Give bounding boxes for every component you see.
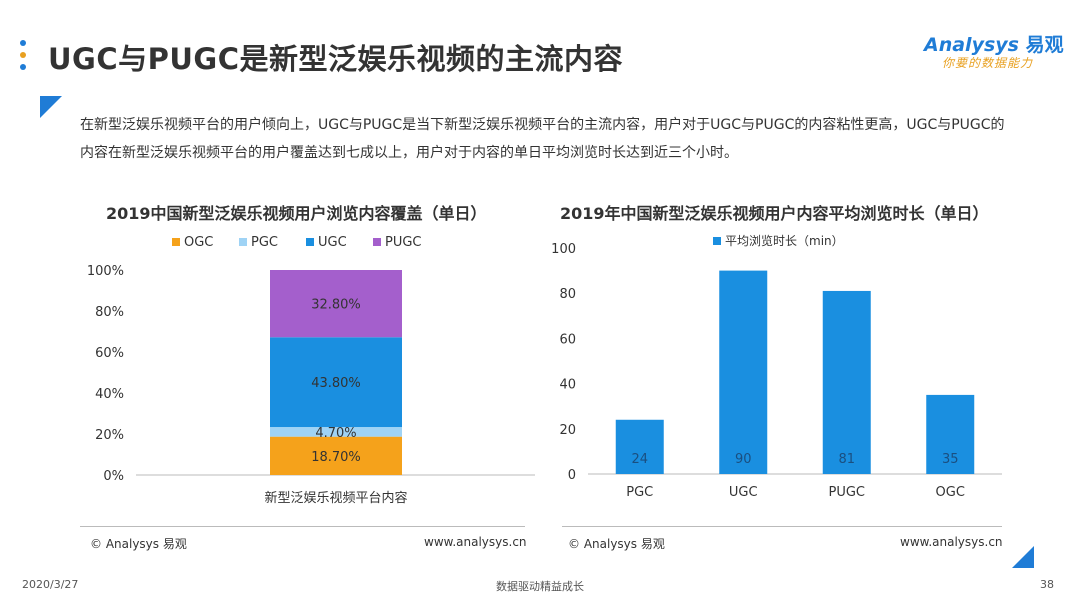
footer-slogan: 数据驱动精益成长 <box>496 580 584 593</box>
bar-segment-ogc <box>270 436 402 475</box>
chart1-stacked-bar: OGC PGC UGC PUGC 0% 20% 40% 60% 80% 100% 18.70% 4.7… <box>87 235 535 506</box>
title-dot-3 <box>20 64 26 70</box>
data-label-pgc: 24 <box>631 452 648 467</box>
bar-segment-ugc <box>270 337 402 428</box>
legend-label-duration: 平均浏览时长（min） <box>725 233 844 248</box>
legend-swatch-pgc <box>239 238 247 246</box>
page-number: 38 <box>1040 578 1054 591</box>
legend-swatch-duration <box>713 237 721 245</box>
legend-swatch-ogc <box>172 238 180 246</box>
logo-cn: 易观 <box>1025 34 1064 56</box>
y-tick-label: 80 <box>559 287 576 302</box>
bar-pgc <box>615 419 664 474</box>
x-category-label-pugc: PUGC <box>828 485 865 500</box>
y-tick-label: 100 <box>551 242 576 257</box>
bar-ogc <box>926 394 975 474</box>
logo-slogan: 你要的数据能力 <box>942 56 1034 70</box>
legend-label-ogc: OGC <box>184 235 213 250</box>
data-label-ugc: 90 <box>735 452 752 467</box>
y-tick-label: 20% <box>95 428 124 443</box>
data-label-pugc: 32.80% <box>311 298 361 313</box>
chart2-bar: 平均浏览时长（min） 0 20 40 60 80 100 24 PGC 90 UGC 81 PUGC 3… <box>551 233 1002 500</box>
legend-label-ugc: UGC <box>318 235 347 250</box>
page-title: UGC与PUGC是新型泛娱乐视频的主流内容 <box>48 42 624 76</box>
chart2-title: 2019年中国新型泛娱乐视频用户内容平均浏览时长（单日） <box>560 204 989 223</box>
bar-pugc <box>822 290 871 474</box>
footer-date: 2020/3/27 <box>22 578 79 591</box>
logo-name: Analysys <box>924 34 1019 56</box>
bar-segment-pugc <box>270 270 402 338</box>
summary-text: 在新型泛娱乐视频平台的用户倾向上，UGC与PUGC是当下新型泛娱乐视频平台的主流… <box>80 117 1005 161</box>
y-tick-label: 80% <box>95 305 124 320</box>
y-tick-label: 100% <box>87 264 124 279</box>
x-category-label-ugc: UGC <box>729 485 758 500</box>
chart1-divider <box>80 526 525 527</box>
legend-label-pugc: PUGC <box>385 235 422 250</box>
y-tick-label: 20 <box>559 423 576 438</box>
legend-swatch-ugc <box>306 238 314 246</box>
y-tick-label: 0% <box>103 469 124 484</box>
corner-triangle-icon <box>1012 546 1034 568</box>
chart1-source: © Analysys 易观 <box>90 537 187 551</box>
chart2-source: © Analysys 易观 <box>568 537 665 551</box>
y-tick-label: 40 <box>559 378 576 393</box>
legend-swatch-pugc <box>373 238 381 246</box>
x-category-label-pgc: PGC <box>626 485 653 500</box>
data-label-pugc: 81 <box>838 452 855 467</box>
data-label-ogc: 35 <box>942 452 959 467</box>
corner-triangle-icon <box>40 96 62 118</box>
chart1-url: www.analysys.cn <box>424 535 527 549</box>
y-tick-label: 60 <box>559 332 576 347</box>
logo: Analysys 易观 <box>924 30 1064 57</box>
chart2-divider <box>562 526 1002 527</box>
bar-segment-pgc <box>270 427 402 437</box>
chart1-title: 2019中国新型泛娱乐视频用户浏览内容覆盖（单日） <box>106 204 487 223</box>
y-tick-label: 40% <box>95 387 124 402</box>
title-dot-2 <box>20 52 26 58</box>
bar-ugc <box>719 270 768 474</box>
data-label-ogc: 18.70% <box>311 450 361 465</box>
y-tick-label: 0 <box>568 468 576 483</box>
data-label-pgc: 4.70% <box>315 426 356 441</box>
title-dot-1 <box>20 40 26 46</box>
y-tick-label: 60% <box>95 346 124 361</box>
chart2-url: www.analysys.cn <box>900 535 1003 549</box>
x-category-label-ogc: OGC <box>936 485 965 500</box>
legend-label-pgc: PGC <box>251 235 278 250</box>
x-category-label: 新型泛娱乐视频平台内容 <box>264 490 407 506</box>
data-label-ugc: 43.80% <box>311 376 361 391</box>
